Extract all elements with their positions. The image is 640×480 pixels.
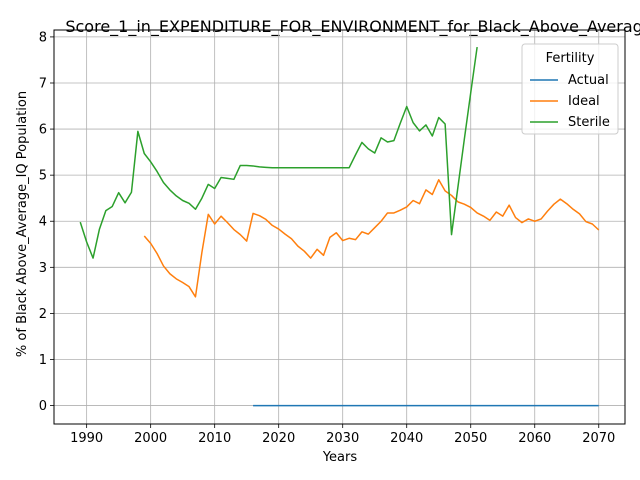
y-tick-label: 1 (39, 353, 47, 368)
series-lines (79, 46, 600, 407)
y-tick-label: 0 (39, 399, 47, 414)
y-tick-label: 8 (39, 30, 47, 45)
x-tick-label: 2020 (262, 431, 295, 446)
y-tick-label: 4 (39, 215, 47, 230)
legend-entry-actual: Actual (568, 73, 609, 88)
legend-entry-ideal: Ideal (568, 94, 600, 109)
legend-entry-sterile: Sterile (568, 115, 610, 130)
axes-frame (53, 29, 626, 425)
x-tick-label: 2050 (454, 431, 487, 446)
series-line-sterile (79, 46, 478, 259)
y-tick-label: 6 (39, 123, 47, 138)
y-axis-label: % of Black Above_Average_IQ Population (15, 91, 30, 357)
y-ticks: 0 1 2 3 4 5 6 7 8 (39, 30, 54, 414)
x-tick-label: 1990 (70, 431, 103, 446)
x-tick-label: 2060 (518, 431, 551, 446)
legend: Fertility Actual Ideal Sterile (521, 43, 619, 135)
legend-box (521, 43, 619, 135)
y-tick-label: 7 (39, 76, 47, 91)
x-tick-label: 2000 (134, 431, 167, 446)
x-ticks: 1990 2000 2010 2020 2030 2040 2050 2060 2070 (70, 424, 615, 446)
series-line-ideal (143, 179, 600, 298)
y-tick-label: 5 (39, 169, 47, 184)
x-tick-label: 2040 (390, 431, 423, 446)
x-axis-label: Years (322, 450, 358, 465)
y-tick-label: 3 (39, 261, 47, 276)
x-tick-label: 2070 (582, 431, 615, 446)
x-tick-label: 2010 (198, 431, 231, 446)
chart-title: Score_1_in_EXPENDITURE_FOR_ENVIRONMENT_f… (65, 17, 640, 37)
y-tick-label: 2 (39, 307, 47, 322)
x-tick-label: 2030 (326, 431, 359, 446)
legend-title: Fertility (546, 51, 595, 66)
